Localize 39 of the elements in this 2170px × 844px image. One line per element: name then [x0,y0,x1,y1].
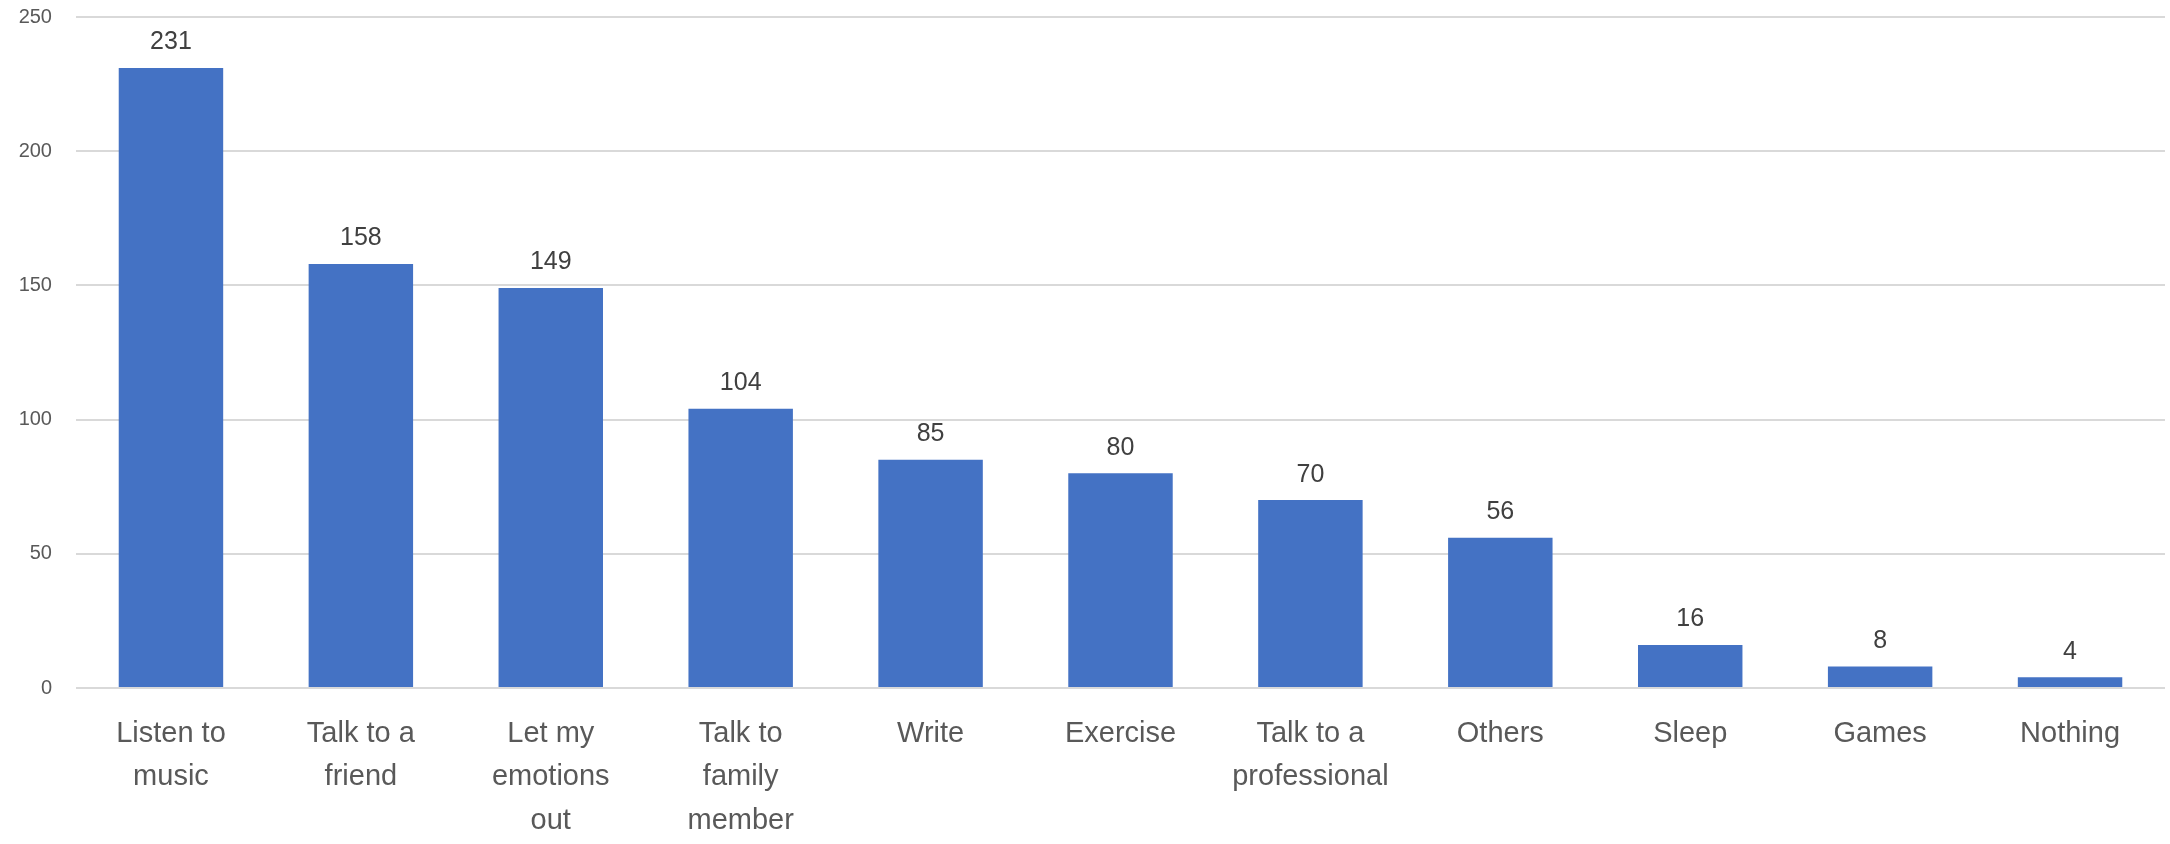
y-tick-label: 0 [40,675,52,698]
bar [688,408,793,687]
x-tick-label: Games [1833,715,1927,748]
y-tick-label: 250 [18,4,52,27]
x-tick-label: Listen to music [116,715,226,792]
x-tick-label: Write [897,715,965,748]
data-label: 85 [916,418,945,447]
y-tick-label: 150 [18,272,52,295]
y-tick-label: 200 [18,138,52,161]
data-label: 104 [719,367,762,396]
data-label: 149 [529,246,572,275]
x-tick-label: Exercise [1064,715,1177,748]
x-tick-label: Talk to family member [687,715,795,835]
x-tick-label: Talk to a friend [306,715,416,792]
bar [118,68,224,687]
bar [878,459,983,687]
data-label: 231 [150,26,192,55]
x-tick-label: Let my emotions out [491,715,610,835]
bar [1068,473,1173,687]
bar [1638,645,1743,687]
data-label: 56 [1486,496,1515,525]
x-tick-label: Others [1456,715,1544,748]
bar [498,288,603,687]
x-tick-label: Sleep [1653,715,1728,748]
y-tick-label: 100 [18,407,52,430]
data-label: 158 [340,222,382,251]
y-tick-label: 50 [29,541,52,564]
bar [308,263,414,687]
bar [2017,677,2123,687]
x-tick-label: Nothing [2020,715,2121,748]
data-label: 80 [1106,431,1135,460]
bar [1448,537,1553,687]
x-tick-label: Talk to a professional [1232,715,1389,792]
data-label: 70 [1296,458,1325,487]
bar [1827,666,1933,687]
data-label: 16 [1676,603,1705,632]
data-label: 4 [2063,635,2078,664]
data-label: 8 [1873,624,1888,653]
bar [1258,500,1363,687]
